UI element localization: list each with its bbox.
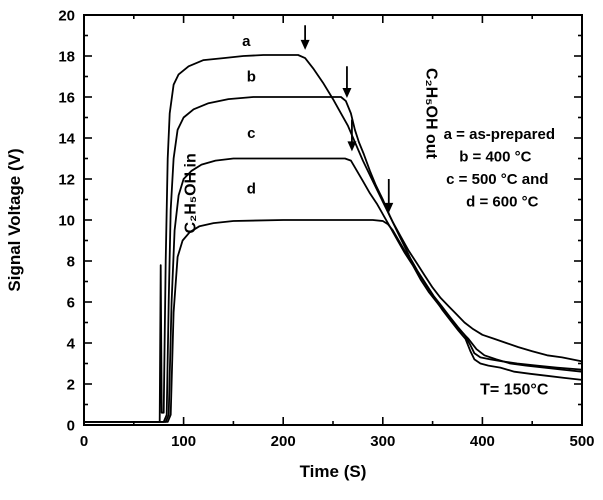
y-tick-label: 16 xyxy=(58,90,75,107)
curve-label-b: b xyxy=(247,69,256,86)
curve-label-c: c xyxy=(247,125,255,142)
y-tick-label: 10 xyxy=(58,213,75,230)
y-tick-label: 2 xyxy=(67,377,75,394)
x-tick-label: 100 xyxy=(171,433,196,450)
y-tick-label: 4 xyxy=(67,336,76,353)
axis-ticks xyxy=(83,14,583,426)
curve-label-a: a xyxy=(242,33,251,50)
text-annotations: C₂H₅OH in C₂H₅OH out T= 150°C xyxy=(183,68,549,398)
y-tick-label: 12 xyxy=(58,172,75,189)
y-axis-label: Signal Voltage (V) xyxy=(5,148,24,291)
y-tick-label: 20 xyxy=(58,8,75,25)
legend-text-block: a = as-prepared b = 400 °C c = 500 °C and d… xyxy=(444,126,555,211)
arrow-head-1 xyxy=(300,39,310,50)
gas-out-arrows xyxy=(300,25,394,213)
arrow-head-2 xyxy=(342,88,352,99)
temperature-label: T= 150°C xyxy=(480,381,549,398)
gas-out-label: C₂H₅OH out xyxy=(423,68,440,160)
legend-line-1: a = as-prepared xyxy=(444,126,555,143)
x-tick-label: 200 xyxy=(271,433,296,450)
y-tick-label: 0 xyxy=(67,418,75,435)
arrow-head-4 xyxy=(384,202,394,213)
y-tick-label: 14 xyxy=(58,131,75,148)
series-line-b xyxy=(83,96,583,423)
y-tick-label: 18 xyxy=(58,49,75,66)
curve-letter-labels: a b c d xyxy=(242,33,256,198)
data-series-lines xyxy=(83,54,583,423)
y-tick-label: 8 xyxy=(67,254,75,271)
legend-line-2: b = 400 °C xyxy=(459,149,531,166)
legend-line-3: c = 500 °C and xyxy=(446,171,548,188)
x-tick-label: 300 xyxy=(370,433,395,450)
y-tick-label: 6 xyxy=(67,295,75,312)
x-tick-label: 0 xyxy=(80,433,88,450)
x-tick-label: 500 xyxy=(569,433,594,450)
curve-label-d: d xyxy=(247,180,256,197)
axis-tick-labels: 0 100 200 300 400 500 0 2 4 6 8 10 12 14 16 18 20 xyxy=(58,8,594,451)
x-tick-label: 400 xyxy=(470,433,495,450)
gas-in-label: C₂H₅OH in xyxy=(183,153,200,233)
series-line-a xyxy=(83,54,583,423)
legend-line-4: d = 600 °C xyxy=(466,194,538,211)
arrow-head-3 xyxy=(347,141,357,152)
series-line-c xyxy=(83,157,583,423)
x-axis-label: Time (S) xyxy=(300,462,367,481)
series-line-d xyxy=(83,219,583,423)
